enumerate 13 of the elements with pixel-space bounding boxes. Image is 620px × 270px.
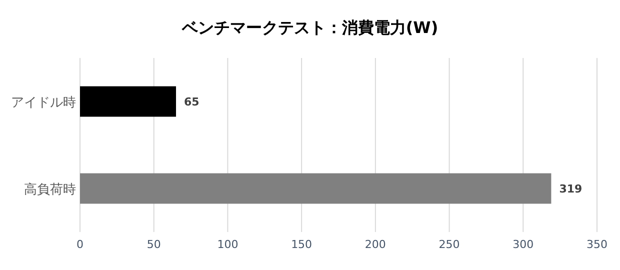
y-tick-label: 高負荷時 [24,182,76,198]
data-label: 65 [184,96,200,108]
data-label: 319 [559,182,582,196]
x-tick-label: 100 [217,238,238,251]
chart-title: ベンチマークテスト：消費電力(W) [180,18,438,37]
y-tick-label: アイドル時 [11,96,76,110]
x-tick-label: 200 [364,238,386,251]
x-tick-label: 50 [146,238,161,251]
x-tick-label: 350 [586,238,608,251]
x-tick-label: 250 [438,238,460,251]
x-tick-label: 0 [76,238,84,251]
x-tick-label: 150 [291,238,312,251]
x-tick-label: 300 [512,238,534,251]
